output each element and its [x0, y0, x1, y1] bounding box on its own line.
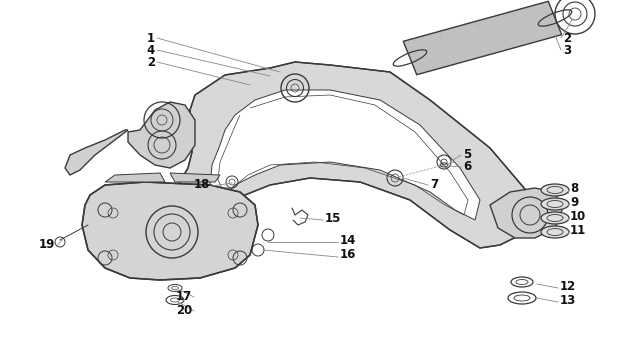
Ellipse shape: [541, 226, 569, 238]
Text: 17: 17: [176, 290, 192, 304]
Text: 19: 19: [38, 238, 55, 252]
Text: 9: 9: [570, 195, 578, 208]
Polygon shape: [82, 182, 258, 280]
Text: 12: 12: [560, 279, 576, 292]
Text: 2: 2: [563, 32, 571, 45]
Text: 18: 18: [193, 178, 210, 191]
Text: 8: 8: [570, 182, 578, 194]
Ellipse shape: [541, 198, 569, 210]
Polygon shape: [175, 62, 535, 248]
Text: 10: 10: [570, 209, 586, 222]
Ellipse shape: [541, 212, 569, 224]
Text: 11: 11: [570, 223, 586, 237]
Text: 1: 1: [147, 32, 155, 45]
Polygon shape: [170, 173, 220, 182]
Polygon shape: [210, 90, 480, 220]
Text: 16: 16: [340, 249, 357, 261]
Polygon shape: [128, 102, 195, 168]
Polygon shape: [404, 1, 562, 75]
Text: 2: 2: [147, 55, 155, 68]
Text: 15: 15: [325, 211, 341, 224]
Text: 20: 20: [176, 305, 192, 318]
Text: 7: 7: [430, 178, 438, 191]
Text: 6: 6: [463, 160, 472, 173]
Text: 14: 14: [340, 234, 357, 246]
Polygon shape: [490, 188, 562, 238]
Ellipse shape: [541, 184, 569, 196]
Polygon shape: [105, 173, 165, 182]
Text: 13: 13: [560, 293, 576, 306]
Text: 3: 3: [563, 44, 571, 56]
Text: 5: 5: [463, 149, 472, 162]
Polygon shape: [65, 130, 128, 175]
Text: 4: 4: [146, 44, 155, 56]
